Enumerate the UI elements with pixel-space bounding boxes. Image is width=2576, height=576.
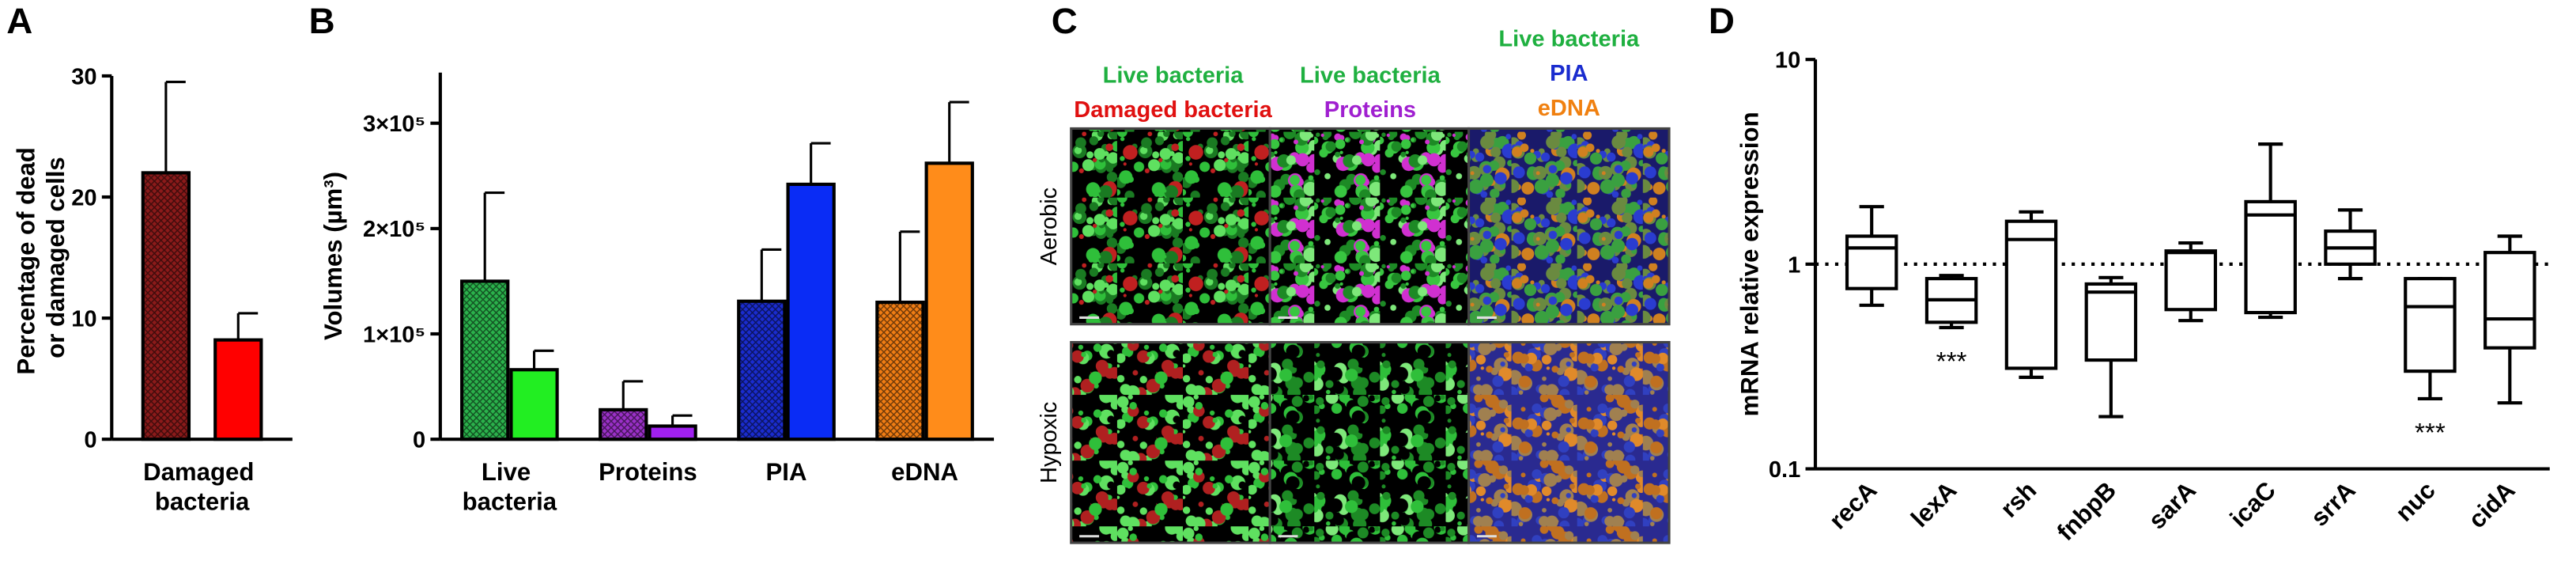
y-tick-label: 30 — [71, 64, 96, 89]
bar — [924, 161, 974, 441]
x-tick-label: Proteins — [599, 458, 697, 486]
column-header: PIA — [1550, 61, 1588, 86]
box — [2084, 282, 2138, 362]
x-tick-label: Live bacteria — [463, 458, 557, 515]
panel-letter: C — [1052, 1, 1078, 41]
x-tick-label: nuc — [2390, 476, 2441, 527]
column-header: Live bacteria — [1498, 27, 1640, 52]
y-axis-label: Volumes (µm³) — [319, 172, 347, 340]
y-tick-label: 1×10⁵ — [363, 322, 425, 347]
y-axis-label: Percentage of dead or damaged cells — [13, 141, 70, 375]
y-tick-label: 20 — [71, 185, 96, 210]
box — [2483, 251, 2536, 350]
micrograph — [1070, 341, 1271, 544]
x-tick-label: PIA — [766, 458, 807, 486]
x-tick-label: rsh — [1995, 476, 2042, 523]
y-tick-label: 3×10⁵ — [363, 112, 425, 137]
column-header: eDNA — [1538, 96, 1600, 121]
box — [2164, 249, 2217, 312]
bar — [141, 171, 191, 441]
column-header: Live bacteria — [1103, 63, 1245, 88]
y-tick-label: 10 — [71, 306, 96, 332]
micrograph — [1268, 341, 1471, 544]
y-tick-label: 0 — [84, 428, 96, 453]
bar — [737, 299, 787, 441]
box — [2404, 277, 2457, 373]
bar — [875, 300, 925, 441]
x-tick-label: srrA — [2306, 476, 2361, 532]
micrograph — [1070, 127, 1271, 326]
box — [2004, 219, 2058, 370]
panel-letter: B — [309, 1, 335, 41]
bar — [786, 182, 836, 441]
bar — [213, 338, 263, 441]
column-header: Live bacteria — [1300, 63, 1441, 88]
bar — [599, 407, 648, 441]
x-tick-label: fnbpB — [2052, 476, 2121, 546]
column-header: Proteins — [1324, 97, 1416, 123]
box — [2244, 199, 2297, 315]
y-axis-label: mRNA relative expression — [1736, 112, 1763, 416]
x-tick-label: Damaged bacteria — [143, 458, 261, 515]
y-tick-label: 2×10⁵ — [363, 217, 425, 242]
y-tick-label: 0.1 — [1769, 457, 1800, 483]
row-label: Hypoxic — [1037, 402, 1062, 483]
bar — [509, 368, 559, 441]
x-tick-label: eDNA — [891, 458, 958, 486]
box — [1845, 234, 1898, 290]
x-tick-label: icaC — [2225, 476, 2281, 532]
bar — [648, 424, 697, 441]
x-tick-label: cidA — [2463, 476, 2520, 533]
bar — [460, 279, 510, 441]
annotation: *** — [1936, 347, 1967, 377]
y-tick-label: 0 — [413, 428, 425, 453]
panel-letter: A — [6, 1, 32, 41]
micrograph — [1467, 127, 1671, 326]
annotation: *** — [2415, 419, 2446, 448]
y-tick-label: 10 — [1775, 48, 1800, 74]
column-header: Damaged bacteria — [1074, 97, 1272, 123]
x-tick-label: sarA — [2143, 476, 2201, 535]
y-tick-label: 1 — [1788, 252, 1800, 278]
micrograph — [1268, 127, 1471, 326]
row-label: Aerobic — [1037, 188, 1062, 266]
panel-letter: D — [1709, 1, 1735, 41]
x-tick-label: lexA — [1906, 476, 1962, 532]
micrograph — [1467, 341, 1671, 544]
x-tick-label: recA — [1824, 476, 1883, 535]
